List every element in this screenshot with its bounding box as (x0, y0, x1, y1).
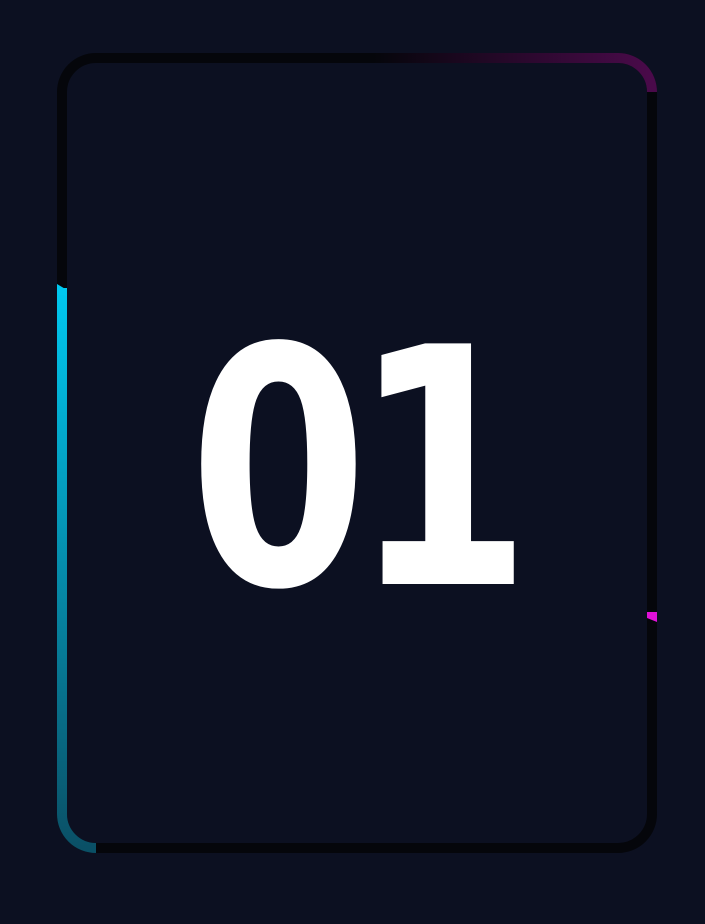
card-number: 01 (188, 278, 532, 662)
frame-left-accent-cut (57, 284, 67, 296)
card-panel (62, 58, 652, 848)
frame-left-accent (57, 288, 97, 853)
frame-top-edge (96, 53, 657, 93)
frame-right-accent-cut (647, 612, 657, 622)
